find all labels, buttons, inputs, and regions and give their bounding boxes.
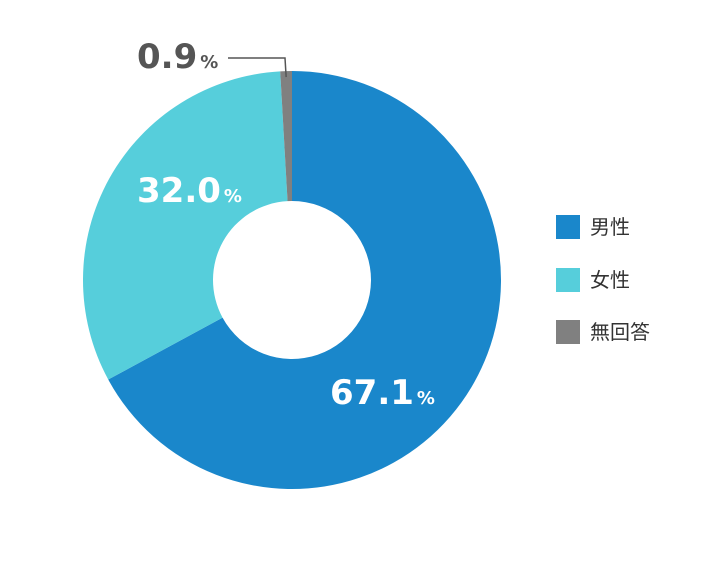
slice-no-answer (280, 71, 292, 202)
slice-male (108, 71, 502, 489)
legend-label-no-answer: 無回答 (590, 320, 650, 344)
legend-swatch-male (556, 215, 580, 239)
legend-label-female: 女性 (590, 268, 630, 292)
legend-label-male: 男性 (590, 215, 630, 239)
legend-swatch-female (556, 268, 580, 292)
legend-swatch-no-answer (556, 320, 580, 344)
data-label-female: 32.0% (137, 171, 242, 211)
leader-line-no-answer (228, 57, 287, 78)
legend-item-no-answer: 無回答 (556, 320, 650, 344)
data-label-male: 67.1% (330, 373, 435, 413)
data-label-no-answer: 0.9% (137, 37, 218, 77)
slices (82, 71, 502, 489)
legend-item-male: 男性 (556, 215, 630, 239)
data-labels: 67.1 % 32.0 % 0.9% (137, 37, 435, 413)
slice-female (82, 71, 288, 380)
legend-item-female: 女性 (556, 268, 630, 292)
